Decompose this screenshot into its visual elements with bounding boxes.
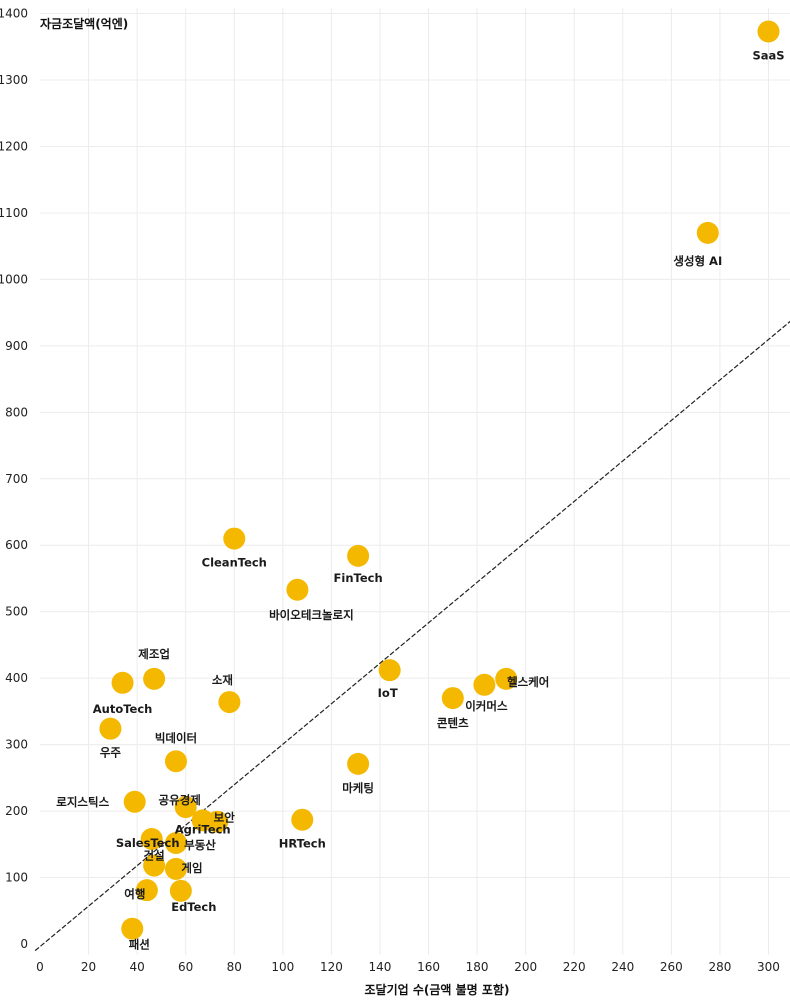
data-label: 헬스케어 [507, 675, 549, 689]
y-tick-label: 1100 [0, 206, 28, 220]
y-tick-label: 400 [5, 671, 28, 685]
x-tick-label: 280 [708, 960, 731, 974]
data-point [378, 659, 401, 682]
trend-line [34, 320, 790, 952]
data-point [143, 667, 166, 690]
data-label: 공유경제 [159, 793, 201, 807]
x-tick-label: 300 [757, 960, 780, 974]
data-point [757, 20, 780, 43]
data-point [291, 808, 314, 831]
data-point [218, 691, 241, 714]
data-label: AgriTech [175, 822, 231, 836]
y-tick-label: 300 [5, 738, 28, 752]
data-point [169, 879, 192, 902]
y-tick-label: 200 [5, 804, 28, 818]
x-tick-label: 180 [466, 960, 489, 974]
x-tick-label: 200 [514, 960, 537, 974]
x-tick-label: 60 [178, 960, 193, 974]
x-tick-label: 120 [320, 960, 343, 974]
x-tick-label: 80 [227, 960, 242, 974]
data-label: HRTech [279, 837, 326, 851]
data-points [99, 20, 780, 940]
data-label: 제조업 [138, 647, 170, 661]
data-point [286, 578, 309, 601]
data-point [174, 796, 197, 819]
y-tick-label: 1000 [0, 272, 28, 286]
data-label: 소재 [212, 673, 233, 687]
y-axis-title: 자금조달액(억엔) [40, 16, 128, 31]
data-point [164, 857, 187, 880]
data-label: 마케팅 [342, 781, 374, 795]
data-point [111, 671, 134, 694]
data-point [347, 752, 370, 775]
data-point [140, 827, 163, 850]
data-point [164, 750, 187, 773]
data-point [191, 809, 214, 832]
data-point [347, 544, 370, 567]
data-point [143, 854, 166, 877]
x-tick-label: 40 [129, 960, 144, 974]
y-tick-label: 1400 [0, 7, 28, 21]
x-tick-label: 220 [563, 960, 586, 974]
data-label: 게임 [181, 861, 202, 875]
data-label: 패션 [129, 938, 150, 952]
data-point [441, 687, 464, 710]
data-label: CleanTech [202, 556, 267, 570]
data-point [164, 831, 187, 854]
data-label: 부동산 [184, 838, 216, 852]
data-point [121, 917, 144, 940]
data-point [123, 790, 146, 813]
data-label: 생성형 AI [673, 254, 722, 268]
data-label: 여행 [124, 887, 145, 901]
data-label: 이커머스 [465, 699, 508, 713]
y-tick-label: 0 [20, 937, 28, 951]
y-axis-ticks: 0 100 200 300 400 500 600 700 800 900 1000 1100 1200… [0, 7, 28, 951]
data-point [495, 667, 518, 690]
grid-lines [40, 8, 790, 955]
data-point [223, 527, 246, 550]
data-label: EdTech [171, 900, 216, 914]
data-point [696, 221, 719, 244]
y-tick-label: 1200 [0, 139, 28, 153]
y-tick-label: 800 [5, 405, 28, 419]
data-label: SaaS [752, 49, 784, 63]
data-label: 건설 [144, 849, 165, 863]
data-label: 콘텐츠 [437, 716, 469, 730]
data-label: IoT [378, 686, 398, 700]
x-axis-ticks: 0 20 40 60 80 100 120 140 160 180 200 220 240 260 280 3… [36, 960, 780, 974]
x-tick-label: 260 [660, 960, 683, 974]
data-label: FinTech [334, 571, 383, 585]
x-tick-label: 20 [81, 960, 96, 974]
data-label: 로지스틱스 [56, 795, 109, 809]
data-point [135, 879, 158, 902]
x-tick-label: 160 [417, 960, 440, 974]
data-point [99, 717, 122, 740]
y-tick-label: 500 [5, 605, 28, 619]
data-label: 보안 [214, 811, 236, 825]
y-tick-label: 600 [5, 538, 28, 552]
x-tick-label: 0 [36, 960, 44, 974]
x-tick-label: 140 [369, 960, 392, 974]
data-point [473, 673, 496, 696]
x-tick-label: 240 [611, 960, 634, 974]
data-label: AutoTech [93, 702, 153, 716]
data-label: SalesTech [116, 836, 180, 850]
y-tick-label: 900 [5, 339, 28, 353]
x-axis-title: 조달기업 수(금액 불명 포함) [365, 982, 510, 997]
data-label: 빅데이터 [155, 731, 197, 745]
data-label: 바이오테크놀로지 [269, 608, 354, 622]
data-label: 우주 [100, 746, 122, 760]
x-tick-label: 100 [271, 960, 294, 974]
y-tick-label: 100 [5, 871, 28, 885]
y-tick-label: 700 [5, 472, 28, 486]
y-tick-label: 1300 [0, 73, 28, 87]
